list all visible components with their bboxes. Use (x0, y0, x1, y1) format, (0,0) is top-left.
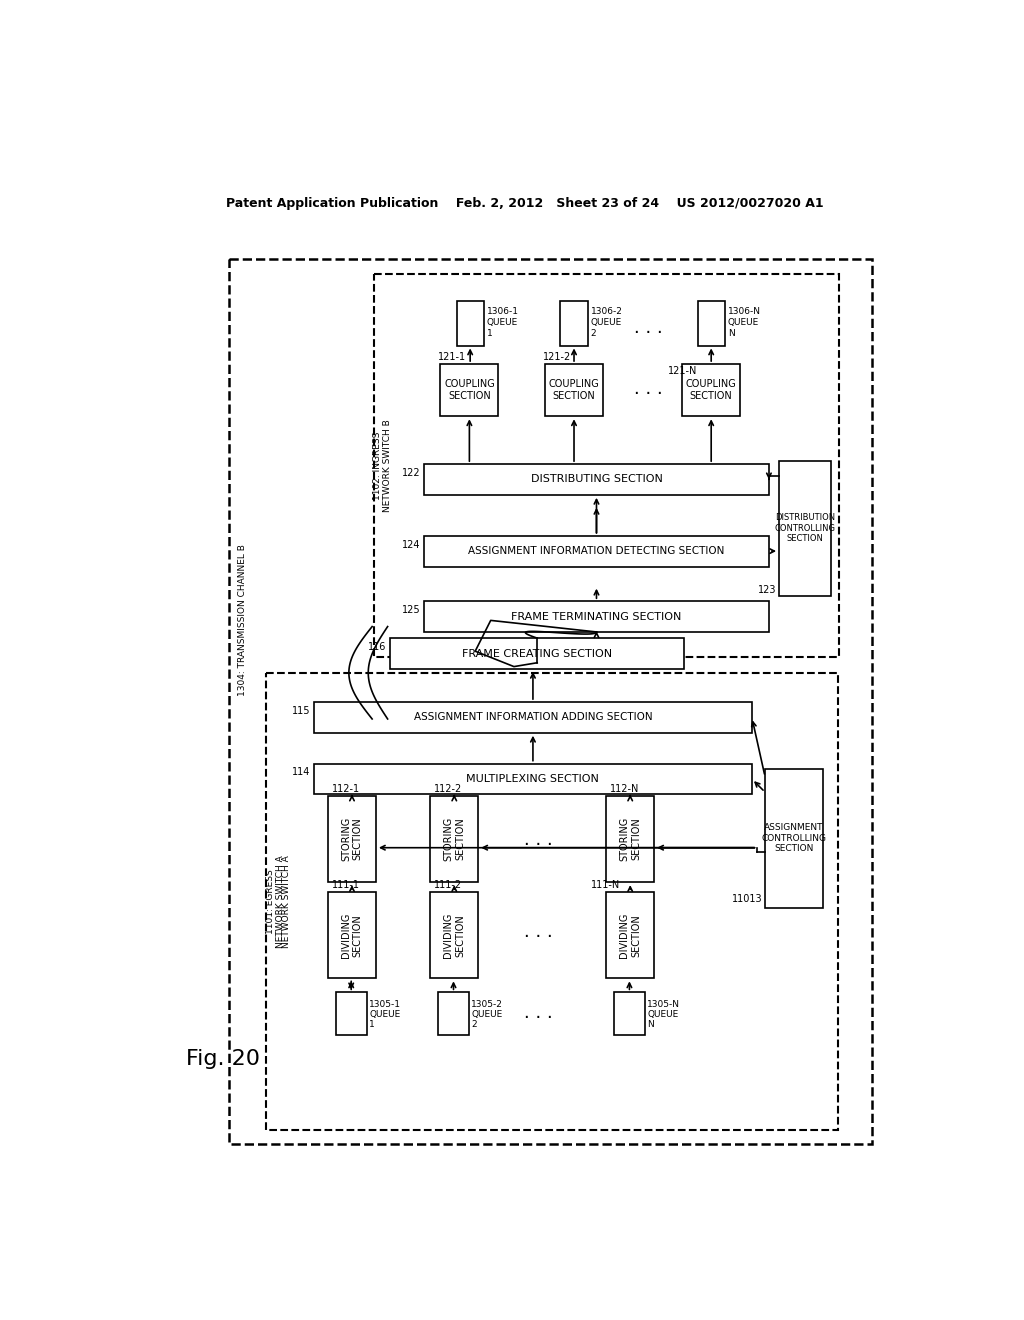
Bar (457, 301, 483, 346)
Text: ASSIGNMENT INFORMATION ADDING SECTION: ASSIGNMENT INFORMATION ADDING SECTION (414, 713, 652, 722)
Text: 1102: INGRESS
NETWORK SWITCH B: 1102: INGRESS NETWORK SWITCH B (373, 420, 392, 512)
Text: STORING
SECTION: STORING SECTION (443, 817, 465, 861)
Text: 111-1: 111-1 (332, 880, 359, 890)
Text: QUEUE: QUEUE (369, 1010, 400, 1019)
Text: 1305-1: 1305-1 (369, 1001, 401, 1008)
Bar (424, 536, 769, 566)
Text: 116: 116 (368, 642, 386, 652)
Bar (424, 601, 769, 632)
Text: 1: 1 (369, 1020, 375, 1030)
Text: 111-N: 111-N (591, 880, 620, 890)
Text: Fig. 20: Fig. 20 (186, 1049, 260, 1069)
Text: 1304: TRANSMISSION CHANNEL B: 1304: TRANSMISSION CHANNEL B (239, 544, 247, 697)
Text: ASSIGNMENT INFORMATION DETECTING SECTION: ASSIGNMENT INFORMATION DETECTING SECTION (468, 546, 725, 556)
Text: DIVIDING
SECTION: DIVIDING SECTION (443, 912, 465, 958)
Text: . . .: . . . (524, 830, 553, 849)
Text: 123: 123 (758, 585, 776, 594)
Text: N: N (728, 329, 734, 338)
Text: . . .: . . . (635, 319, 664, 337)
Text: 1306-N: 1306-N (728, 308, 761, 315)
Text: COUPLING
SECTION: COUPLING SECTION (549, 379, 599, 401)
Text: 112-1: 112-1 (332, 784, 360, 793)
Text: COUPLING
SECTION: COUPLING SECTION (444, 379, 495, 401)
Text: QUEUE: QUEUE (647, 1010, 679, 1019)
Bar (266, 673, 838, 1130)
Bar (228, 259, 872, 1144)
Text: STORING
SECTION: STORING SECTION (341, 817, 362, 861)
Text: . . .: . . . (524, 923, 553, 941)
Text: 124: 124 (401, 540, 420, 549)
Text: 112-2: 112-2 (434, 784, 463, 793)
Text: 11013: 11013 (732, 894, 763, 904)
Text: DIVIDING
SECTION: DIVIDING SECTION (620, 912, 641, 958)
Text: QUEUE: QUEUE (728, 318, 759, 327)
Bar (328, 796, 376, 882)
Text: 121-N: 121-N (669, 367, 697, 376)
Text: 1: 1 (486, 329, 493, 338)
Text: FRAME CREATING SECTION: FRAME CREATING SECTION (462, 648, 612, 659)
Text: 112-N: 112-N (610, 784, 639, 793)
Bar (390, 638, 684, 669)
Text: 114: 114 (292, 767, 310, 777)
Bar (375, 275, 840, 657)
Bar (440, 364, 499, 416)
Bar (336, 993, 367, 1035)
Text: QUEUE: QUEUE (471, 1010, 503, 1019)
Bar (560, 301, 588, 346)
Text: 111-2: 111-2 (434, 880, 462, 890)
Text: 1101: EGRESS
NETWORK SWITCH A: 1101: EGRESS NETWORK SWITCH A (265, 855, 285, 948)
Bar (606, 892, 654, 978)
Text: 2: 2 (471, 1020, 477, 1030)
Text: COUPLING
SECTION: COUPLING SECTION (686, 379, 736, 401)
Text: QUEUE: QUEUE (591, 318, 622, 327)
Bar (606, 796, 654, 882)
Text: DISTRIBUTING SECTION: DISTRIBUTING SECTION (530, 474, 663, 484)
Text: 121-1: 121-1 (438, 351, 466, 362)
Bar (614, 993, 645, 1035)
Text: DIVIDING
SECTION: DIVIDING SECTION (341, 912, 362, 958)
Text: FRAME TERMINATING SECTION: FRAME TERMINATING SECTION (511, 611, 682, 622)
Bar (779, 461, 830, 595)
Text: ASSIGNMENT
CONTROLLING
SECTION: ASSIGNMENT CONTROLLING SECTION (762, 824, 826, 853)
Text: 1305-2: 1305-2 (471, 1001, 503, 1008)
Text: 121-2: 121-2 (543, 351, 570, 362)
Bar (314, 702, 752, 733)
Text: . . .: . . . (524, 1005, 553, 1022)
Text: MULTIPLEXING SECTION: MULTIPLEXING SECTION (467, 774, 599, 784)
Bar (438, 993, 469, 1035)
Bar (697, 301, 725, 346)
Text: 1306-2: 1306-2 (591, 308, 623, 315)
Bar (314, 763, 752, 795)
Text: . . .: . . . (635, 380, 664, 399)
Text: 1305-N: 1305-N (647, 1001, 680, 1008)
Text: 1306-1: 1306-1 (486, 308, 519, 315)
Bar (424, 465, 769, 495)
Text: QUEUE: QUEUE (486, 318, 518, 327)
Bar (765, 770, 823, 908)
Text: 125: 125 (401, 605, 420, 615)
Text: 115: 115 (292, 706, 310, 715)
Text: STORING
SECTION: STORING SECTION (620, 817, 641, 861)
Text: Patent Application Publication    Feb. 2, 2012   Sheet 23 of 24    US 2012/00270: Patent Application Publication Feb. 2, 2… (226, 197, 823, 210)
Bar (430, 796, 478, 882)
Text: N: N (647, 1020, 654, 1030)
Text: 122: 122 (401, 469, 420, 478)
Bar (545, 364, 603, 416)
Text: NETWORK SWITCH A: NETWORK SWITCH A (283, 855, 292, 948)
Bar (682, 364, 740, 416)
Bar (430, 892, 478, 978)
Bar (328, 892, 376, 978)
Text: DISTRIBUTION
CONTROLLING
SECTION: DISTRIBUTION CONTROLLING SECTION (774, 513, 836, 544)
Text: 2: 2 (591, 329, 596, 338)
